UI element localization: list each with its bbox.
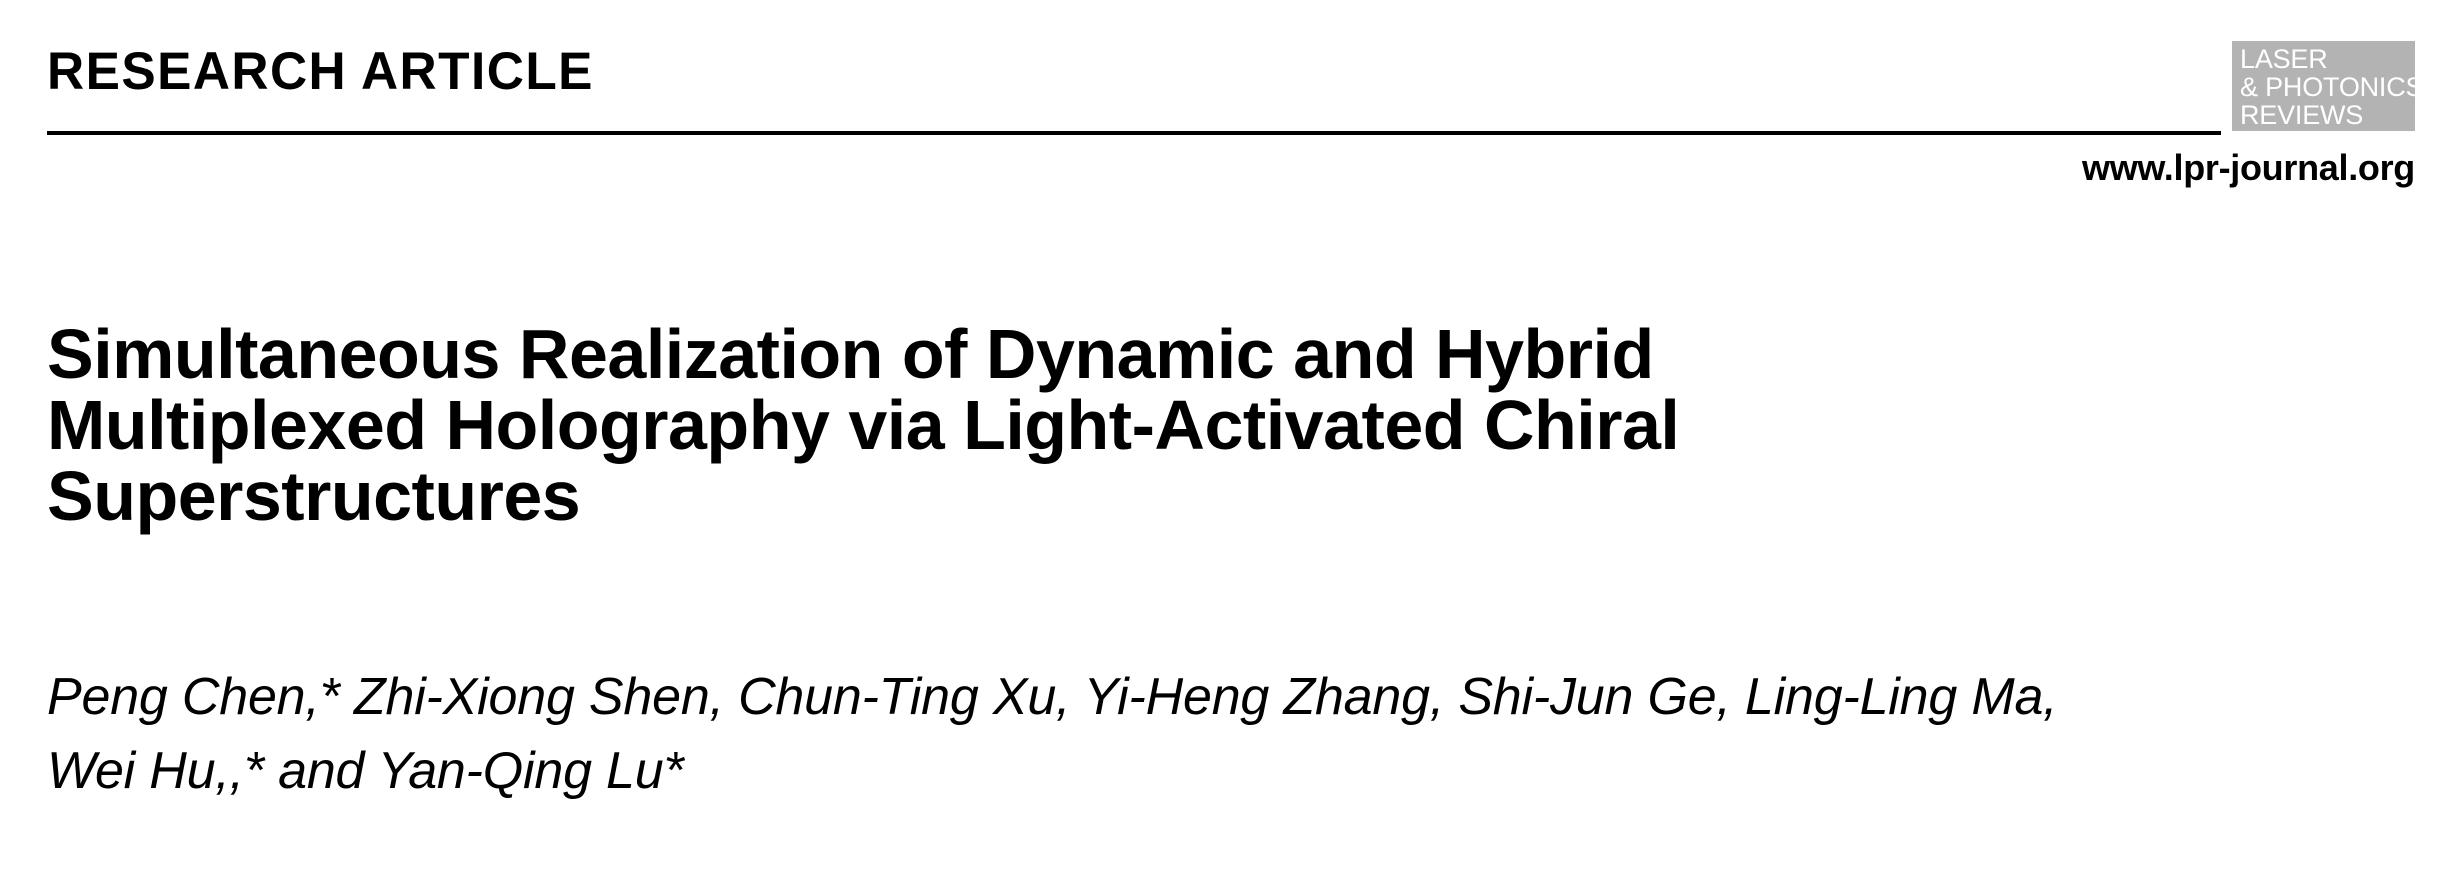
header-divider-rule — [47, 131, 2221, 135]
page-title: Simultaneous Realization of Dynamic and … — [47, 314, 2247, 535]
author-line-1: Peng Chen,* Zhi-Xiong Shen, Chun-Ting Xu… — [47, 668, 2058, 726]
journal-url-link[interactable]: www.lpr-journal.org — [2082, 147, 2415, 188]
author-list: Peng Chen,* Zhi-Xiong Shen, Chun-Ting Xu… — [47, 660, 2387, 808]
journal-logo: LASER & PHOTONICS REVIEWS — [2232, 41, 2424, 131]
article-type-label: RESEARCH ARTICLE — [47, 42, 594, 101]
journal-logo-line-2: & PHOTONICS — [2240, 72, 2424, 102]
title-line-3: Superstructures — [47, 456, 581, 535]
journal-logo-line-1: LASER — [2240, 44, 2328, 74]
running-head: RESEARCH ARTICLE — [47, 44, 2415, 106]
title-line-1: Simultaneous Realization of Dynamic and … — [47, 314, 1654, 393]
journal-logo-line-3: REVIEWS — [2240, 100, 2364, 130]
title-line-2: Multiplexed Holography via Light-Activat… — [47, 385, 1680, 464]
author-line-2: Wei Hu,,* and Yan-Qing Lu* — [47, 742, 684, 800]
